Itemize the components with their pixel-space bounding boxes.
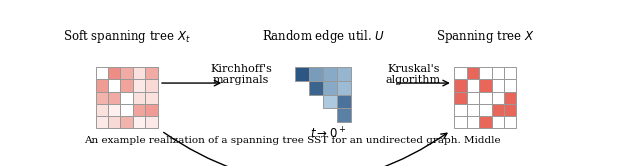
Bar (132, 67, 145, 79)
Bar (108, 104, 120, 116)
Text: $t \to 0^+$: $t \to 0^+$ (310, 126, 346, 142)
Bar (492, 91, 504, 104)
Bar (296, 67, 309, 81)
Bar (492, 67, 504, 79)
Bar (95, 116, 108, 128)
Bar (492, 116, 504, 128)
Bar (454, 91, 467, 104)
Text: Random edge util. $U$: Random edge util. $U$ (262, 28, 385, 45)
Text: Spanning tree $X$: Spanning tree $X$ (436, 28, 534, 45)
Bar (120, 116, 132, 128)
Bar (108, 79, 120, 91)
Bar (323, 67, 337, 81)
Text: An example realization of a spanning tree SST for an undirected graph. Middle: An example realization of a spanning tre… (84, 136, 500, 145)
Bar (323, 95, 337, 108)
Bar (145, 79, 157, 91)
Bar (95, 91, 108, 104)
Bar (145, 116, 157, 128)
Bar (132, 116, 145, 128)
Bar (337, 81, 351, 95)
Bar (492, 79, 504, 91)
Bar (454, 116, 467, 128)
Bar (108, 116, 120, 128)
Bar (108, 67, 120, 79)
Bar (309, 67, 323, 81)
Bar (120, 91, 132, 104)
Bar (454, 67, 467, 79)
Bar (132, 91, 145, 104)
Bar (95, 67, 108, 79)
Bar (132, 104, 145, 116)
Bar (467, 116, 479, 128)
Bar (145, 91, 157, 104)
Bar (132, 79, 145, 91)
Bar (504, 67, 516, 79)
Bar (479, 91, 492, 104)
Bar (504, 116, 516, 128)
Bar (454, 104, 467, 116)
Bar (467, 91, 479, 104)
Bar (467, 79, 479, 91)
Bar (145, 67, 157, 79)
Bar (492, 104, 504, 116)
Bar (479, 79, 492, 91)
Bar (309, 81, 323, 95)
Bar (95, 104, 108, 116)
Bar (479, 116, 492, 128)
Bar (108, 91, 120, 104)
Text: Soft spanning tree $X_t$: Soft spanning tree $X_t$ (63, 28, 190, 45)
Bar (337, 108, 351, 122)
Bar (95, 79, 108, 91)
Bar (504, 79, 516, 91)
Bar (479, 67, 492, 79)
Bar (504, 91, 516, 104)
Text: Kruskal's
algorithm: Kruskal's algorithm (386, 64, 441, 85)
Bar (337, 95, 351, 108)
Bar (120, 79, 132, 91)
Bar (337, 67, 351, 81)
Bar (120, 67, 132, 79)
Bar (454, 79, 467, 91)
Bar (479, 104, 492, 116)
Text: Kirchhoff's
marginals: Kirchhoff's marginals (211, 64, 272, 85)
Bar (467, 104, 479, 116)
Bar (323, 81, 337, 95)
Bar (145, 104, 157, 116)
Bar (504, 104, 516, 116)
Bar (120, 104, 132, 116)
Bar (467, 67, 479, 79)
